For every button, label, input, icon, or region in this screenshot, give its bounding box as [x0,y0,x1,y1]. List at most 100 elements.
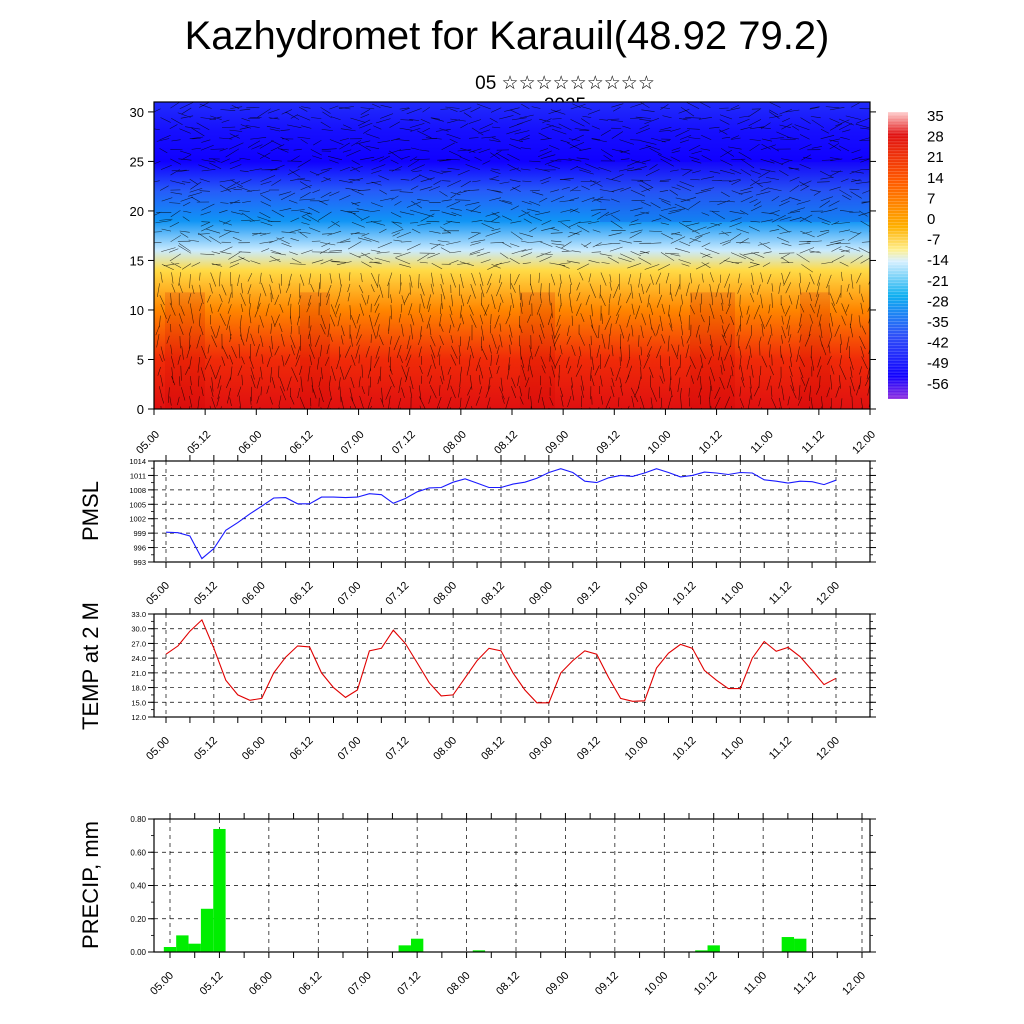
panel-frame [153,818,871,953]
colorbar-label: -28 [927,293,949,310]
x-tick-label: 06.00 [240,580,268,608]
heatmap-x-tick-label: 05.12 [185,429,213,457]
precip-bar [163,947,177,952]
x-tick-label: 10.00 [623,735,651,763]
x-tick-label: 09.00 [544,970,572,998]
x-tick-label: 10.12 [671,580,699,608]
x-tick-label: 09.00 [527,735,555,763]
y-tick-label: 0.80 [130,815,146,824]
x-tick-label: 11.00 [719,580,746,607]
y-tick-label: 15.0 [131,698,146,707]
x-tick-label: 08.00 [431,580,459,608]
heat-warm-band [300,292,330,409]
heatmap-x-axis: 05.00 05.12 06.00 06.12 07.00 07.12 08.00 08.12… [134,409,878,457]
wind-vector-lines [154,102,870,409]
panel-frame [153,613,871,718]
page-title: Kazhydromet for Karauil(48.92 79.2) [184,14,830,58]
x-tick-label: 09.12 [593,970,621,998]
y-tick-label: 0.40 [130,882,146,891]
heatmap-y-tick-label: 30 [130,105,144,120]
colorbar-label: -56 [927,376,949,393]
precip-bar [176,935,189,952]
colorbar-label: 21 [927,149,944,166]
x-tick-label: 08.00 [445,970,473,998]
x-tick-label: 12.00 [840,970,868,998]
x-tick-label: 07.12 [383,735,411,763]
heatmap-x-tick-label: 12.00 [850,429,878,457]
x-tick-label: 06.12 [296,970,324,998]
heatmap-x-tick-label: 11.12 [800,429,827,456]
y-tick-label: 33.0 [131,610,146,619]
heatmap-x-tick-label: 08.12 [492,429,520,457]
colorbar-label: 28 [927,129,944,146]
x-tick-label: 05.12 [198,970,226,998]
colorbar-label: -14 [927,252,949,269]
y-tick-label: 1011 [130,471,146,480]
x-tick-label: 11.12 [791,970,818,997]
heatmap-x-tick-label: 10.00 [646,429,674,457]
y-tick-label: 0.60 [130,848,146,857]
x-tick-label: 06.12 [288,735,316,763]
x-tick-label: 11.00 [719,735,746,762]
y-tick-label: 1014 [129,457,146,466]
precip-bar [398,945,411,952]
x-tick-label: 09.00 [527,580,555,608]
x-tick-label: 08.12 [479,735,507,763]
y-tick-label: 1005 [129,500,146,509]
x-tick-label: 11.12 [767,580,794,607]
heatmap-x-tick-label: 08.00 [441,429,469,457]
x-tick-label: 10.00 [642,970,670,998]
x-tick-label: 09.12 [575,735,603,763]
colorbar-label: -7 [927,232,940,249]
x-tick-label: 07.00 [336,735,364,763]
y-tick-label: 996 [133,544,146,553]
x-tick-label: 07.00 [346,970,374,998]
colorbar-label: -35 [927,314,949,331]
heatmap-x-tick-label: 10.12 [697,429,725,457]
x-tick-label: 07.12 [395,970,423,998]
wind-vectors [154,102,870,409]
colorbar-label: 35 [927,108,944,125]
heatmap-x-tick-label: 07.12 [390,429,418,457]
colorbar-label: 0 [927,211,935,228]
x-tick-label: 07.12 [383,580,411,608]
colorbar-bands [888,111,908,400]
precip-bar [781,937,795,952]
x-tick-label: 07.00 [336,580,364,608]
x-tick-label: 10.12 [692,970,720,998]
y-tick-label: 18.0 [131,684,146,693]
precip-bar [472,950,486,952]
y-tick-label: 21.0 [131,669,146,678]
heatmap-x-tick-label: 06.00 [236,429,264,457]
colorbar-label: 14 [927,170,944,187]
heatmap-panel: 0 5 10 15 20 25 30 05.00 05.12 06.00 06.12 07.00 07… [130,101,878,457]
heatmap-x-tick-label: 05.00 [134,429,162,457]
precip-bar [695,950,708,952]
y-tick-label: 30.0 [131,625,146,634]
temp-panel: 33.0 30.0 27.0 24.0 21.0 18.0 15.0 12.0 05.00 05.… [78,602,876,763]
temp-line [165,618,837,704]
heatmap-y-axis: 0 5 10 15 20 25 30 [130,105,876,417]
heatmap-x-tick-label: 09.12 [594,429,622,457]
y-axis-label: PMSL [78,481,103,541]
pmsl-line [165,468,837,560]
x-tick-label: 06.12 [288,580,316,608]
heatmap-x-tick-label: 07.00 [339,429,367,457]
y-tick-label: 999 [133,529,146,538]
precip-panel: 0.80 0.60 0.40 0.20 0.00 05.00 05.12 06.00 06.12… [78,813,876,998]
y-tick-label: 0.00 [130,948,146,957]
y-tick-label: 1002 [129,515,146,524]
x-tick-label: 12.00 [814,580,842,608]
precip-bar [410,938,424,952]
x-tick-label: 05.00 [148,970,176,998]
panel-frame [153,460,871,563]
x-tick-label: 05.12 [192,735,220,763]
x-tick-label: 12.00 [814,735,842,763]
y-axis-label: PRECIP, mm [78,821,103,949]
colorbar-label: -49 [927,355,949,372]
x-tick-label: 11.12 [767,735,794,762]
x-tick-label: 09.12 [575,580,603,608]
x-tick-label: 05.00 [144,735,172,763]
precip-bar [188,943,201,952]
